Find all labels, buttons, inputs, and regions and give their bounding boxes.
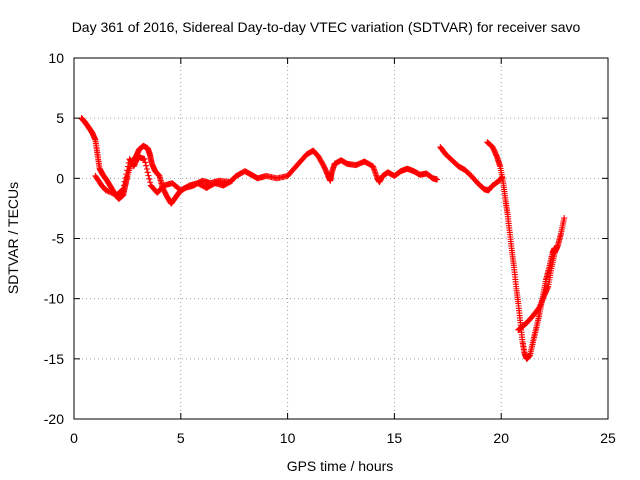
data-point	[142, 159, 149, 166]
data-point	[120, 186, 127, 193]
y-tick-label: -5	[52, 231, 65, 247]
x-tick-label: 25	[600, 430, 616, 446]
data-point	[561, 215, 568, 222]
data-point	[123, 171, 130, 178]
axis-ticks	[73, 57, 609, 420]
data-point	[109, 190, 116, 197]
data-point	[107, 189, 114, 196]
y-tick-label: 5	[56, 110, 64, 126]
data-point	[434, 176, 441, 183]
grid-layer	[74, 58, 608, 419]
y-tick-label: 10	[48, 50, 64, 66]
data-point	[144, 169, 151, 176]
data-point	[143, 162, 150, 169]
data-points	[78, 115, 568, 362]
y-tick-label: -15	[44, 351, 64, 367]
data-point	[229, 177, 236, 184]
data-point	[103, 187, 110, 194]
data-point	[122, 174, 129, 181]
x-tick-label: 5	[177, 430, 185, 446]
data-point	[146, 175, 153, 182]
chart-title: Day 361 of 2016, Sidereal Day-to-day VTE…	[72, 19, 581, 35]
data-point	[108, 189, 115, 196]
x-tick-label: 0	[70, 430, 78, 446]
x-axis-label: GPS time / hours	[287, 458, 394, 474]
data-point	[124, 163, 131, 170]
x-tick-label: 10	[280, 430, 296, 446]
data-point	[147, 179, 154, 186]
data-point	[141, 156, 148, 163]
data-point	[227, 178, 234, 185]
data-point	[105, 188, 112, 195]
y-tick-label: 0	[56, 170, 64, 186]
x-tick-label: 15	[387, 430, 403, 446]
data-point	[120, 182, 127, 189]
x-tick-label: 20	[493, 430, 509, 446]
data-point	[119, 186, 126, 193]
data-point	[145, 172, 152, 179]
y-axis-label: SDTVAR / TECUs	[5, 182, 21, 294]
data-point	[121, 178, 128, 185]
data-point	[104, 187, 111, 194]
tick-labels: 0 5 10 15 20 25 -20 -15 -10 -5 0 5 10	[44, 50, 616, 446]
data-point	[124, 167, 131, 174]
y-tick-label: -20	[44, 411, 64, 427]
data-point	[143, 166, 150, 173]
y-tick-label: -10	[44, 291, 64, 307]
